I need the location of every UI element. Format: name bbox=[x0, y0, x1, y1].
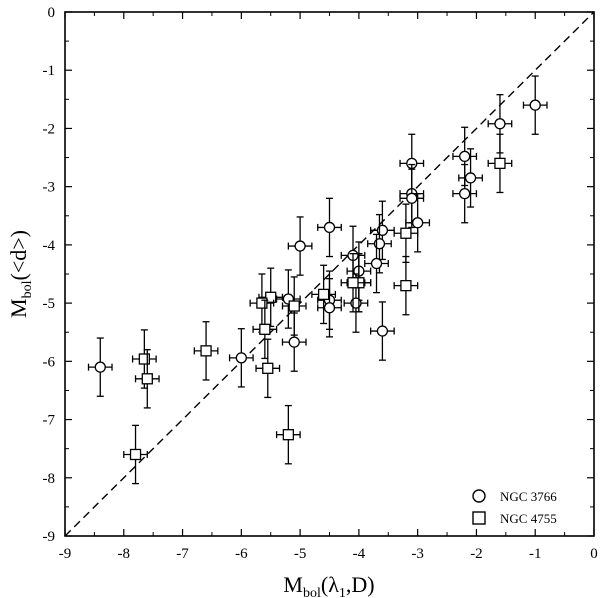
square-marker bbox=[129, 448, 142, 461]
circle-marker bbox=[412, 217, 424, 229]
data-point bbox=[255, 338, 281, 399]
circle-marker bbox=[323, 302, 336, 314]
data-point bbox=[123, 424, 148, 485]
circle-marker bbox=[288, 336, 300, 348]
circle-marker bbox=[376, 325, 389, 337]
data-point bbox=[452, 163, 478, 224]
square-marker bbox=[494, 157, 506, 170]
circle-marker bbox=[459, 188, 471, 200]
circle-marker bbox=[406, 192, 418, 204]
square-marker bbox=[200, 345, 212, 357]
square-marker bbox=[259, 323, 271, 335]
data-point bbox=[452, 126, 478, 187]
legend-marker-circle bbox=[472, 489, 486, 503]
circle-marker bbox=[459, 150, 471, 163]
x-tick-label: -8 bbox=[118, 546, 131, 562]
legend-marker-square bbox=[472, 511, 486, 525]
data-point bbox=[275, 404, 301, 465]
square-marker bbox=[288, 300, 300, 312]
data-point bbox=[405, 193, 431, 253]
x-tick-label: -2 bbox=[470, 546, 483, 562]
data-points bbox=[87, 75, 548, 485]
data-point bbox=[287, 216, 313, 276]
data-point bbox=[281, 276, 307, 336]
x-axis-label: Mbol(λ1,D) bbox=[283, 572, 374, 598]
legend: NGC 3766 NGC 4755 bbox=[472, 489, 557, 526]
data-point bbox=[393, 203, 419, 264]
circle-marker bbox=[370, 257, 383, 270]
x-tick-label: -4 bbox=[353, 546, 366, 562]
y-tick-label: -6 bbox=[43, 354, 56, 370]
y-tick-label: -1 bbox=[43, 63, 56, 79]
identity-reference-line bbox=[64, 11, 595, 537]
x-tick-label: -5 bbox=[294, 546, 307, 562]
y-tick-label: -4 bbox=[43, 238, 56, 254]
data-point bbox=[311, 264, 337, 325]
square-marker bbox=[317, 288, 330, 301]
y-tick-label: -3 bbox=[43, 180, 56, 196]
data-point bbox=[487, 133, 513, 194]
data-point bbox=[458, 148, 483, 208]
square-marker bbox=[347, 277, 359, 289]
data-point bbox=[134, 349, 160, 409]
data-point bbox=[281, 312, 307, 372]
square-marker bbox=[262, 362, 274, 374]
data-point bbox=[317, 197, 342, 258]
x-tick-label: 0 bbox=[590, 546, 598, 562]
x-tick-label: -3 bbox=[411, 546, 424, 562]
data-point bbox=[193, 321, 219, 381]
circle-marker bbox=[94, 361, 106, 373]
data-point bbox=[393, 255, 419, 316]
square-marker bbox=[400, 227, 412, 239]
y-axis-label: Mbol(<d>) bbox=[6, 230, 35, 318]
data-point bbox=[399, 168, 425, 229]
square-marker bbox=[282, 429, 295, 441]
y-tick-label: -8 bbox=[43, 471, 56, 487]
data-point bbox=[364, 233, 389, 294]
y-tick-label: -2 bbox=[43, 121, 56, 137]
data-point bbox=[369, 200, 395, 261]
legend-label-ngc3766: NGC 3766 bbox=[500, 489, 557, 504]
circle-marker bbox=[464, 172, 477, 184]
axis-tick-labels: -9 -8 -7 -6 -5 -4 -3 -2 -1 0 -9 -8 -7 -6 -5 -4 -3 -2 -1 0 bbox=[43, 5, 598, 562]
circle-marker bbox=[323, 221, 336, 234]
data-point bbox=[228, 328, 254, 388]
circle-marker bbox=[235, 352, 247, 364]
y-tick-label: -5 bbox=[43, 296, 56, 312]
x-tick-label: -6 bbox=[235, 546, 248, 562]
square-marker bbox=[138, 353, 151, 365]
circle-marker bbox=[529, 99, 541, 111]
series-ngc-3766 bbox=[87, 75, 548, 397]
data-point bbox=[317, 278, 342, 338]
x-tick-label: -1 bbox=[529, 546, 542, 562]
data-point bbox=[87, 337, 113, 397]
y-tick-label: 0 bbox=[48, 5, 56, 21]
data-point bbox=[369, 301, 395, 361]
data-point bbox=[275, 269, 301, 329]
y-tick-label: -9 bbox=[43, 529, 56, 545]
square-marker bbox=[256, 297, 268, 309]
x-tick-label: -9 bbox=[59, 546, 72, 562]
data-point bbox=[340, 252, 366, 313]
series-ngc-4755 bbox=[123, 133, 513, 485]
data-point bbox=[249, 273, 275, 333]
data-point bbox=[522, 75, 548, 135]
x-tick-label: -7 bbox=[176, 546, 189, 562]
circle-marker bbox=[494, 118, 506, 130]
circle-marker bbox=[294, 240, 306, 252]
square-marker bbox=[400, 279, 412, 292]
square-marker bbox=[265, 291, 277, 303]
y-tick-label: -7 bbox=[43, 413, 56, 429]
legend-label-ngc4755: NGC 4755 bbox=[500, 511, 557, 526]
data-point bbox=[252, 299, 278, 360]
square-marker bbox=[141, 373, 153, 385]
axis-ticks bbox=[64, 11, 595, 537]
